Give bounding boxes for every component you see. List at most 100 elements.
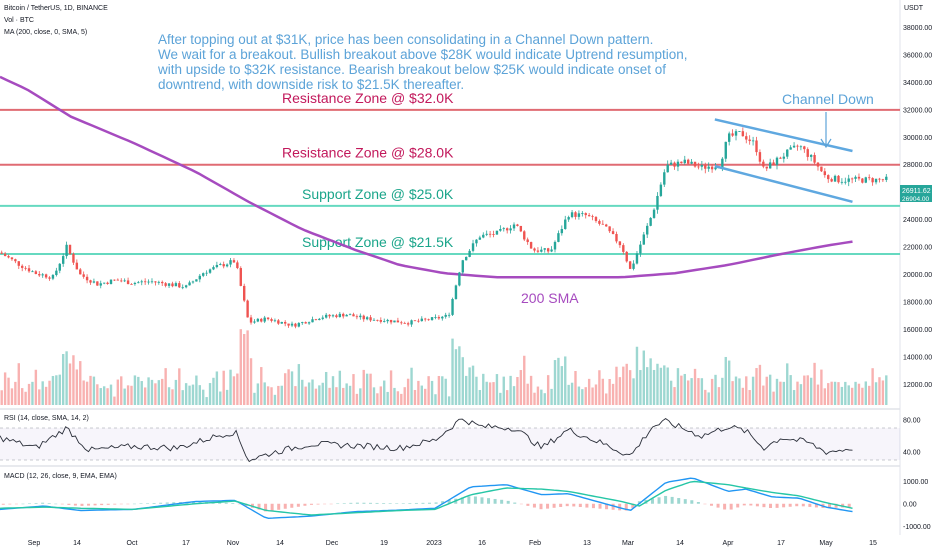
- annotation-text: After topping out at $31K, price has bee…: [157, 32, 688, 92]
- volume-bar-181: [618, 377, 622, 405]
- volume-bar-146: [499, 392, 502, 405]
- volume-bar-94: [321, 382, 324, 405]
- volume-bar-13: [44, 386, 48, 405]
- volume-bar-215: [734, 376, 738, 405]
- volume-bar-15: [51, 375, 55, 405]
- macd-hist-54: [355, 502, 359, 504]
- candle-body-123: [420, 318, 423, 322]
- macd-tick-2: -1000.00: [903, 524, 931, 531]
- candle-body-138: [471, 243, 475, 251]
- candle-body-232: [792, 145, 796, 148]
- price-tick-1: 36000.00: [903, 52, 932, 59]
- candle-body-47: [161, 281, 164, 284]
- volume-bar-40: [137, 376, 140, 405]
- volume-bar-91: [311, 379, 314, 405]
- volume-bar-21: [72, 355, 75, 405]
- candle-body-176: [601, 223, 605, 225]
- volume-bar-132: [451, 338, 454, 405]
- volume-bar-111: [379, 386, 383, 405]
- candle-body-133: [454, 285, 458, 300]
- volume-bar-14: [48, 380, 51, 405]
- candle-body-142: [485, 233, 488, 235]
- macd-hist-14: [93, 503, 97, 506]
- candle-body-105: [359, 315, 362, 318]
- volume-bar-2: [7, 377, 10, 405]
- volume-bar-149: [509, 375, 512, 405]
- candle-body-37: [126, 280, 130, 285]
- macd-hist-88: [578, 503, 582, 508]
- candle-body-28: [96, 281, 99, 286]
- candle-body-134: [458, 272, 461, 286]
- candle-body-245: [837, 175, 840, 183]
- price-tick-2: 34000.00: [903, 80, 932, 87]
- candle-body-86: [294, 323, 297, 327]
- macd-hist-123: [808, 503, 812, 507]
- macd-hist-10: [67, 503, 71, 505]
- candle-body-233: [796, 145, 799, 147]
- volume-bar-191: [652, 369, 656, 405]
- candle-body-240: [820, 166, 823, 172]
- candle-body-187: [639, 244, 642, 254]
- volume-bar-41: [140, 381, 143, 405]
- candle-body-257: [878, 178, 881, 180]
- volume-bar-84: [287, 369, 290, 405]
- macd-hist-100: [657, 497, 661, 504]
- time-tick-16: May: [819, 540, 833, 547]
- candle-body-12: [41, 274, 44, 276]
- macd-hist-36: [237, 503, 241, 505]
- volume-bar-27: [92, 376, 96, 405]
- volume-bar-19: [65, 351, 68, 405]
- candle-body-131: [447, 314, 451, 316]
- candle-body-151: [516, 224, 519, 226]
- volume-bar-93: [318, 385, 321, 405]
- macd-hist-66: [434, 502, 438, 504]
- candle-body-75: [256, 318, 260, 322]
- volume-bar-39: [133, 375, 137, 405]
- price-tick-10: 18000.00: [903, 300, 932, 307]
- volume-bar-138: [471, 365, 475, 405]
- time-tick-3: 17: [182, 540, 190, 547]
- volume-bar-233: [796, 381, 799, 405]
- macd-hist-106: [696, 502, 700, 504]
- candle-body-13: [44, 274, 48, 278]
- candle-body-111: [379, 320, 383, 322]
- candle-body-182: [622, 245, 625, 252]
- volume-bar-230: [786, 363, 789, 405]
- candle-body-234: [799, 146, 803, 148]
- volume-bar-155: [529, 375, 533, 405]
- candle-body-243: [830, 179, 833, 182]
- volume-bar-169: [577, 386, 581, 405]
- volume-bar-42: [143, 387, 147, 405]
- volume-bar-107: [365, 373, 369, 405]
- macd-hist-129: [847, 503, 851, 508]
- macd-hist-80: [526, 503, 530, 506]
- candle-body-99: [338, 313, 342, 318]
- candle-body-254: [868, 177, 871, 179]
- candle-body-152: [519, 225, 523, 232]
- candle-body-119: [406, 323, 410, 325]
- macd-hist-6: [41, 502, 45, 504]
- candle-body-29: [99, 283, 102, 286]
- volume-bar-47: [161, 378, 164, 405]
- volume-bar-174: [594, 384, 598, 405]
- macd-label: MACD (12, 26, close, 9, EMA, EMA): [4, 473, 117, 480]
- volume-bar-213: [727, 360, 731, 405]
- candle-body-98: [335, 315, 338, 318]
- volume-bar-51: [174, 379, 178, 405]
- volume-bar-71: [243, 334, 246, 405]
- annotation-line-4: downtrend, with downside risk to $21.5K …: [158, 77, 464, 92]
- volume-bar-156: [533, 392, 536, 405]
- candle-body-85: [290, 323, 294, 326]
- volume-bar-30: [102, 386, 106, 405]
- candle-body-216: [738, 131, 741, 132]
- candle-body-121: [413, 320, 417, 322]
- macd-hist-122: [801, 503, 805, 507]
- volume-bar-98: [335, 387, 338, 405]
- volume-bar-5: [17, 363, 20, 405]
- candle-body-192: [656, 195, 659, 210]
- volume-bar-129: [441, 376, 444, 405]
- volume-bar-75: [256, 383, 260, 405]
- macd-hist-21: [139, 503, 143, 504]
- candle-body-139: [475, 239, 478, 244]
- candle-body-117: [400, 322, 403, 324]
